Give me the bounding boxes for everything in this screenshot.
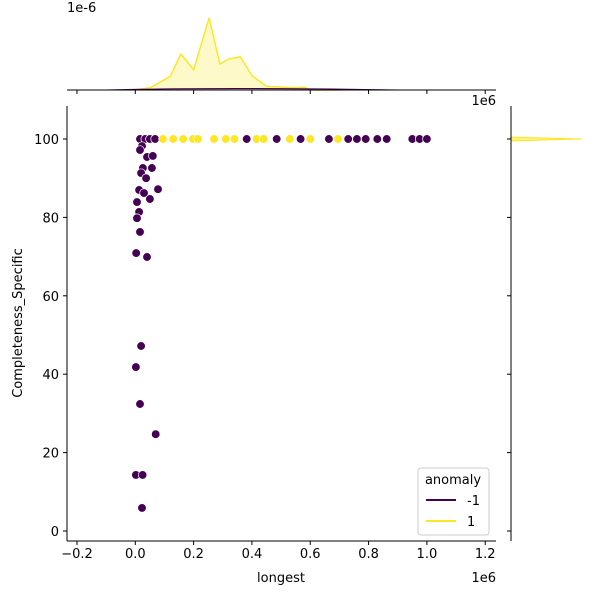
scatter-point-1 <box>193 134 203 144</box>
right-kde-1 <box>510 136 583 142</box>
x-tick-label: 1.0 <box>417 547 438 562</box>
scatter-point-neg1 <box>132 213 142 223</box>
legend-label-1: 1 <box>467 515 475 530</box>
scatter-point-1 <box>168 134 178 144</box>
y-tick-label: 0 <box>51 525 59 540</box>
scatter-point-1 <box>209 134 219 144</box>
scatter-point-neg1 <box>272 134 282 144</box>
scatter-point-1 <box>178 134 188 144</box>
scatter-point-neg1 <box>135 227 145 237</box>
top-marginal-offset-label: 1e-6 <box>67 1 96 16</box>
scatter-point-neg1 <box>137 470 148 480</box>
x-tick-label: 0.4 <box>242 547 263 562</box>
scatter-point-neg1 <box>324 134 334 144</box>
scatter-point-neg1 <box>139 188 149 198</box>
legend: anomaly -1 1 <box>417 467 490 536</box>
scatter-point-neg1 <box>151 429 161 439</box>
scatter-point-1 <box>333 134 343 144</box>
scatter-point-neg1 <box>136 341 146 351</box>
scatter-point-neg1 <box>343 134 353 144</box>
y-tick-label: 80 <box>42 211 59 226</box>
scatter-point-1 <box>229 134 240 144</box>
scatter-point-neg1 <box>135 145 145 155</box>
scatter-point-neg1 <box>131 248 141 258</box>
scatter-point-neg1 <box>382 134 392 144</box>
scatter-point-neg1 <box>352 134 362 144</box>
x-tick-label: 0.2 <box>183 547 204 562</box>
scatter-point-neg1 <box>361 134 371 144</box>
scatter-point-1 <box>305 134 315 144</box>
y-tick-label: 40 <box>42 368 59 383</box>
scatter-point-neg1 <box>135 399 145 409</box>
x-tick-label: 1.2 <box>475 547 496 562</box>
top-kde-fill-1 <box>135 18 340 90</box>
y-axis-label: Completeness_Specific <box>11 248 26 398</box>
scatter-point-neg1 <box>131 362 141 372</box>
legend-box <box>417 467 490 536</box>
scatter-point-neg1 <box>242 134 252 144</box>
legend-label-neg1: -1 <box>467 494 480 509</box>
scatter-point-neg1 <box>147 163 157 173</box>
legend-title: anomaly <box>425 473 481 488</box>
scatter-point-1 <box>158 134 168 144</box>
scatter-point-neg1 <box>132 197 142 207</box>
y-tick-label: 60 <box>42 290 59 305</box>
scatter-point-1 <box>285 134 295 144</box>
x-axis-label: longest <box>257 571 305 586</box>
top-kde-line-1 <box>135 17 340 91</box>
scatter-point-1 <box>258 134 269 144</box>
scatter-point-neg1 <box>372 134 382 144</box>
scatter-point-neg1 <box>150 134 160 144</box>
scatter-point-neg1 <box>145 194 155 204</box>
scatter-point-1 <box>221 134 231 144</box>
x-tick-label: −0.2 <box>61 547 93 562</box>
x-tick-label: 0.0 <box>125 547 146 562</box>
scatter-point-neg1 <box>137 503 147 513</box>
scatter-point-neg1 <box>141 173 151 183</box>
top-marginal-x-offset-label: 1e6 <box>471 94 496 109</box>
y-tick-label: 100 <box>34 133 59 148</box>
scatter-point-neg1 <box>153 184 163 194</box>
x-offset-label: 1e6 <box>471 571 496 586</box>
scatter-point-neg1 <box>295 134 306 144</box>
x-tick-label: 0.6 <box>300 547 321 562</box>
x-tick-label: 0.8 <box>358 547 379 562</box>
scatter-point-neg1 <box>422 134 432 144</box>
y-tick-label: 20 <box>42 447 59 462</box>
scatter-point-neg1 <box>142 252 152 262</box>
scatter-point-neg1 <box>148 151 158 161</box>
